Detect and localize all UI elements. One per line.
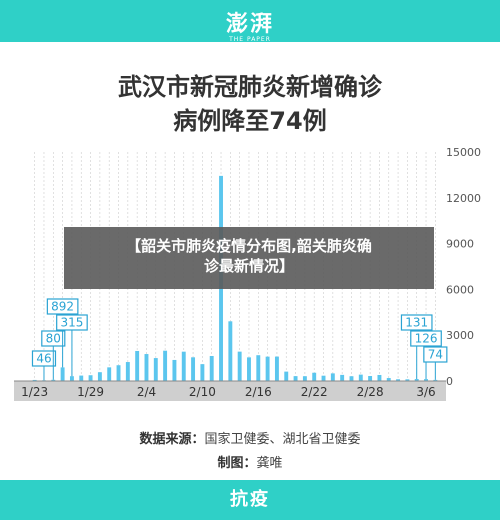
data-source: 数据来源：国家卫健委、湖北省卫健委: [0, 428, 500, 447]
y-tick-label: 3000: [446, 329, 474, 342]
bar-1/25: [51, 379, 56, 381]
annotation-box: [410, 330, 442, 347]
bar-2/22: [312, 372, 317, 381]
y-tick-label: 0: [446, 375, 453, 388]
bar-2/27: [358, 374, 363, 381]
chart-author-text: 龚唯: [256, 456, 283, 471]
bar-3/2: [396, 379, 401, 381]
x-tick-label: 2/16: [245, 385, 272, 399]
annotation-box: [41, 330, 66, 347]
bar-1/23: [32, 379, 37, 381]
footer-bar: [0, 480, 500, 520]
y-tick-label: 6000: [446, 283, 474, 296]
bar-2/17: [265, 356, 270, 381]
bar-2/9: [191, 357, 196, 381]
bar-2/1: [116, 365, 121, 381]
bar-2/16: [256, 355, 261, 381]
annotation-label-1/24: 46: [36, 352, 51, 366]
bar-2/29: [377, 374, 382, 381]
headline-overlay: 【韶关市肺炎疫情分布图,韶关肺炎确 诊最新情况】: [64, 227, 434, 289]
annotation-box: [423, 346, 448, 363]
chart-svg: 0 3000 6000 9000 12000 15000 1/23 1/29 2/4 2/10 2/…: [14, 146, 481, 401]
overlay-line-2: 诊最新情况】: [203, 257, 294, 275]
overlay-line-1: 【韶关市肺炎疫情分布图,韶关肺炎确: [126, 237, 372, 255]
bar-3/1: [386, 378, 391, 381]
x-tick-label: 1/23: [21, 385, 48, 399]
bar-2/23: [321, 375, 326, 381]
bar-2/4: [144, 354, 149, 381]
title-line-1: 武汉市新冠肺炎新增确诊: [118, 73, 382, 101]
bar-2/7: [172, 359, 177, 381]
bar-2/6: [163, 350, 168, 381]
chart-author-label: 制图：: [217, 456, 257, 471]
bar-2/28: [368, 376, 373, 381]
bar-2/11: [209, 355, 214, 381]
data-source-text: 国家卫健委、湖北省卫健委: [204, 432, 361, 447]
x-tick-label: 2/22: [301, 385, 328, 399]
x-tick-label: 1/29: [77, 385, 104, 399]
bar-2/21: [302, 376, 307, 381]
header-bar: [0, 0, 500, 42]
annotation-box: [31, 350, 57, 367]
bar-2/18: [274, 356, 279, 381]
bar-2/13: [228, 321, 233, 381]
bar-2/10: [200, 364, 205, 381]
annotation-label-3/4: 131: [405, 316, 428, 330]
bar-2/25: [340, 374, 345, 381]
chart-title: 武汉市新冠肺炎新增确诊 病例降至74例: [0, 70, 500, 138]
x-tick-label: 2/4: [137, 385, 156, 399]
x-axis-band: [14, 381, 446, 401]
annotation-box: [46, 298, 79, 315]
bar-3/4: [414, 379, 419, 381]
bar-3/6: [433, 379, 438, 381]
brand-logo: 澎湃 THE PAPER: [0, 6, 500, 43]
x-tick-label: 2/28: [357, 385, 384, 399]
bar-2/24: [330, 373, 335, 381]
annotation-label-1/26: 892: [51, 300, 74, 314]
x-tick-label: 2/10: [189, 385, 216, 399]
bar-2/20: [293, 376, 298, 381]
bar-2/15: [247, 357, 251, 381]
bar-2/5: [153, 358, 158, 381]
y-tick-label: 12000: [446, 192, 481, 205]
bar-2/14: [237, 351, 242, 381]
data-source-label: 数据来源：: [139, 432, 205, 447]
logo-subtext: THE PAPER: [229, 36, 271, 43]
annotation-box: [400, 314, 433, 331]
bar-1/26: [60, 367, 65, 381]
bar-1/30: [97, 372, 102, 381]
bar-chart: 0 3000 6000 9000 12000 15000 1/23 1/29 2/4 2/10 2/…: [0, 138, 500, 408]
bar-2/3: [135, 350, 140, 381]
chart-author: 制图：龚唯: [0, 452, 500, 471]
bar-1/27: [69, 376, 74, 381]
logo-text: 澎湃: [225, 11, 274, 37]
annotation-box: [56, 314, 88, 331]
footer-text: 抗疫: [230, 489, 270, 510]
bar-1/29: [88, 375, 93, 381]
annotation-label-1/25: 80: [46, 332, 61, 346]
bar-2/8: [181, 351, 186, 381]
y-tick-label: 9000: [446, 238, 474, 251]
bar-2/2: [125, 362, 130, 381]
x-tick-label: 3/6: [416, 385, 435, 399]
annotation-label-1/27: 315: [60, 316, 83, 330]
bar-1/31: [107, 367, 112, 381]
bar-1/28: [79, 375, 84, 381]
bar-3/5: [424, 379, 428, 381]
annotation-label-3/6: 74: [428, 348, 443, 362]
bar-3/3: [405, 379, 410, 381]
annotation-label-3/5: 126: [415, 332, 438, 346]
bar-2/26: [349, 376, 354, 381]
bar-2/19: [284, 371, 289, 381]
title-line-2: 病例降至74例: [173, 107, 327, 135]
y-tick-label: 15000: [446, 146, 481, 159]
